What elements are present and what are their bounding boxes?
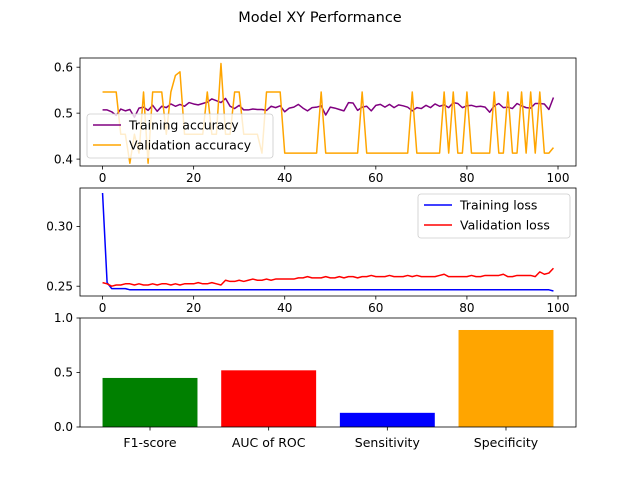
x-tick-label: 20 <box>186 301 201 315</box>
legend: Training accuracy Validation accuracy <box>86 113 274 159</box>
x-tick-label: 0 <box>99 301 107 315</box>
x-tick-label: 40 <box>277 301 292 315</box>
y-tick-label: 0.0 <box>54 420 73 434</box>
legend-box <box>86 113 274 159</box>
x-tick-label: 60 <box>368 171 383 185</box>
legend-label: Training accuracy <box>128 118 239 133</box>
x-tick-label: 60 <box>368 301 383 315</box>
x-tick-label: 100 <box>547 171 570 185</box>
loss-plot: 0 20 40 60 80 100 0.25 0.30 Training loss Validat… <box>46 187 577 315</box>
axes-frame <box>79 187 577 297</box>
x-tick-label: 80 <box>459 171 474 185</box>
x-tick-label: 80 <box>459 301 474 315</box>
x-tick-label: Specificity <box>474 435 539 450</box>
x-tick-label: AUC of ROC <box>232 435 306 450</box>
legend-label: Training loss <box>459 198 537 213</box>
y-tick-label: 0.25 <box>46 279 73 293</box>
legend-label: Validation accuracy <box>129 138 252 153</box>
bar-2 <box>339 412 435 427</box>
series-line-0 <box>101 192 554 292</box>
series-line-1 <box>102 62 555 164</box>
metrics-bar-chart: F1-score AUC of ROC Sensitivity Specificity… <box>54 311 577 450</box>
x-tick-label: 20 <box>186 171 201 185</box>
x-tick-label: 0 <box>99 171 107 185</box>
legend: Training loss Validation loss <box>417 193 571 239</box>
series-line-1 <box>102 267 554 287</box>
y-tick-label: 0.5 <box>54 366 73 380</box>
bar-0 <box>102 377 198 427</box>
x-tick-label: 40 <box>277 171 292 185</box>
y-tick-label: 0.5 <box>54 106 73 120</box>
x-tick-label: 100 <box>547 301 570 315</box>
y-tick-label: 1.0 <box>54 311 73 325</box>
series-line-0 <box>102 97 555 119</box>
figure-title: Model XY Performance <box>238 10 402 26</box>
y-tick-label: 0.6 <box>54 60 73 74</box>
x-tick-label: F1-score <box>123 435 177 450</box>
accuracy-plot: 0 20 40 60 80 100 0.4 0.5 0.6 Training accuracy Va… <box>54 57 577 185</box>
y-tick-label: 0.30 <box>46 220 73 234</box>
bar-1 <box>221 370 317 427</box>
legend-box <box>417 193 571 239</box>
x-tick-label: Sensitivity <box>355 435 421 450</box>
bar-3 <box>458 329 554 427</box>
axes-frame <box>79 57 577 167</box>
y-tick-label: 0.4 <box>54 152 73 166</box>
legend-label: Validation loss <box>460 218 550 233</box>
